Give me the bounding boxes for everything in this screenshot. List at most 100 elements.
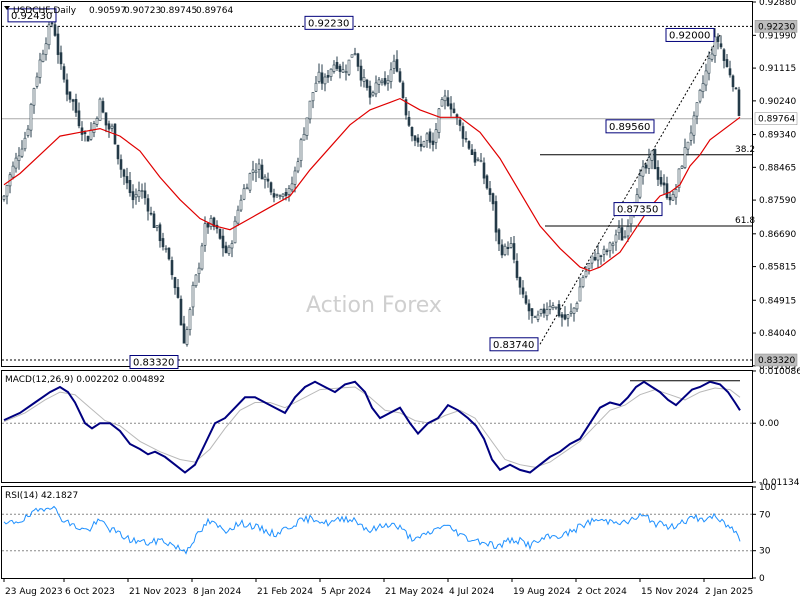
x-tick-label-3: 8 Jan 2024: [193, 587, 241, 597]
candle-body: [80, 127, 84, 135]
candle-body: [407, 116, 411, 126]
candle-body: [485, 175, 489, 189]
candle-body: [107, 123, 111, 130]
candle-body: [497, 229, 501, 245]
candle-body: [308, 100, 312, 120]
rsi-tick-label-1: 70: [759, 510, 771, 520]
x-tick-label-6: 21 May 2024: [385, 587, 444, 597]
candle-body: [329, 68, 333, 77]
candle-body: [545, 309, 549, 317]
candle-body: [131, 191, 135, 201]
candle-body: [515, 260, 519, 278]
price-label-box-2: [665, 27, 715, 42]
candle-body: [638, 175, 642, 198]
candle-body: [230, 243, 234, 249]
candle-body: [323, 76, 327, 85]
candle-body: [311, 92, 315, 102]
candle-body: [593, 256, 597, 261]
price-label-6: 0.83320: [133, 358, 174, 369]
candle-body: [659, 177, 663, 185]
candle-body: [506, 247, 510, 250]
candle-body: [365, 79, 369, 88]
candle-body: [59, 52, 63, 65]
macd-panel-frame: [1, 370, 753, 483]
candle-body: [260, 164, 264, 180]
candle-body: [449, 103, 453, 110]
candle-body: [98, 98, 102, 121]
candle-body: [266, 178, 270, 182]
price-label-0: 0.92430: [11, 11, 52, 22]
price-label-4: 0.87350: [617, 205, 658, 216]
candle-body: [143, 190, 147, 199]
candle-body: [38, 59, 42, 78]
candle-body: [35, 76, 39, 87]
candle-body: [299, 139, 303, 161]
candle-body: [14, 157, 18, 169]
candle-body: [674, 189, 678, 198]
ohlc-low: 0.89745: [160, 6, 197, 16]
candle-body: [512, 243, 516, 260]
axis-price-highlight-label-1: 0.83320: [758, 356, 795, 366]
candle-body: [722, 49, 726, 61]
rsi-panel-frame: [1, 486, 753, 579]
candle-body: [623, 236, 627, 239]
candle-body: [641, 166, 645, 177]
price-tick-label-8: 0.85815: [759, 263, 796, 273]
candle-body: [533, 316, 537, 319]
candle-body: [530, 308, 534, 316]
candle-body: [185, 329, 189, 345]
candle-body: [446, 97, 450, 106]
candle-body: [581, 277, 585, 288]
candle-body: [200, 245, 204, 270]
axis-price-highlight-label-0: 0.92230: [758, 22, 795, 32]
candle-body: [176, 287, 180, 298]
candle-body: [683, 147, 687, 168]
candle-body: [644, 164, 648, 169]
candle-body: [599, 255, 603, 257]
rsi-line: [3, 505, 741, 555]
candle-body: [626, 226, 630, 237]
candle-body: [713, 36, 717, 57]
axis-price-highlight-2: [754, 112, 798, 125]
candle-body: [569, 311, 573, 314]
collapse-triangle-icon[interactable]: [4, 6, 10, 10]
candle-body: [719, 43, 723, 48]
price-title: USDCHF,Daily: [13, 6, 77, 16]
price-tick-label-5: 0.88465: [759, 163, 796, 173]
candle-body: [95, 118, 99, 125]
candle-body: [281, 193, 285, 197]
candle-body: [314, 82, 318, 92]
candle-body: [605, 250, 609, 253]
candle-body: [563, 314, 567, 320]
candle-body: [62, 66, 66, 80]
price-label-3: 0.89560: [609, 122, 650, 133]
candle-body: [665, 183, 669, 199]
price-label-box-4: [613, 202, 663, 217]
candle-body: [431, 140, 435, 145]
candle-body: [482, 162, 486, 179]
price-label-box-5: [489, 337, 539, 352]
price-label-box-6: [129, 355, 179, 370]
candle-body: [23, 137, 27, 150]
fib-label-1: 61.8: [735, 216, 755, 226]
candle-body: [182, 323, 186, 344]
candle-body: [29, 104, 33, 131]
candle-body: [557, 304, 561, 317]
candle-body: [119, 159, 123, 170]
candle-body: [596, 252, 600, 261]
price-label-box-0: [7, 8, 57, 23]
candle-body: [560, 314, 564, 318]
candle-body: [263, 176, 267, 180]
candle-body: [695, 102, 699, 117]
rsi-tick-label-0: 100: [759, 483, 776, 493]
candle-body: [203, 223, 207, 246]
candle-body: [227, 246, 231, 254]
candle-body: [56, 33, 60, 55]
candle-body: [617, 227, 621, 234]
candle-body: [251, 169, 255, 173]
candle-body: [239, 199, 243, 211]
macd-line: [3, 380, 741, 474]
candle-body: [476, 158, 480, 161]
candle-body: [188, 309, 192, 330]
candle-body: [290, 183, 294, 191]
